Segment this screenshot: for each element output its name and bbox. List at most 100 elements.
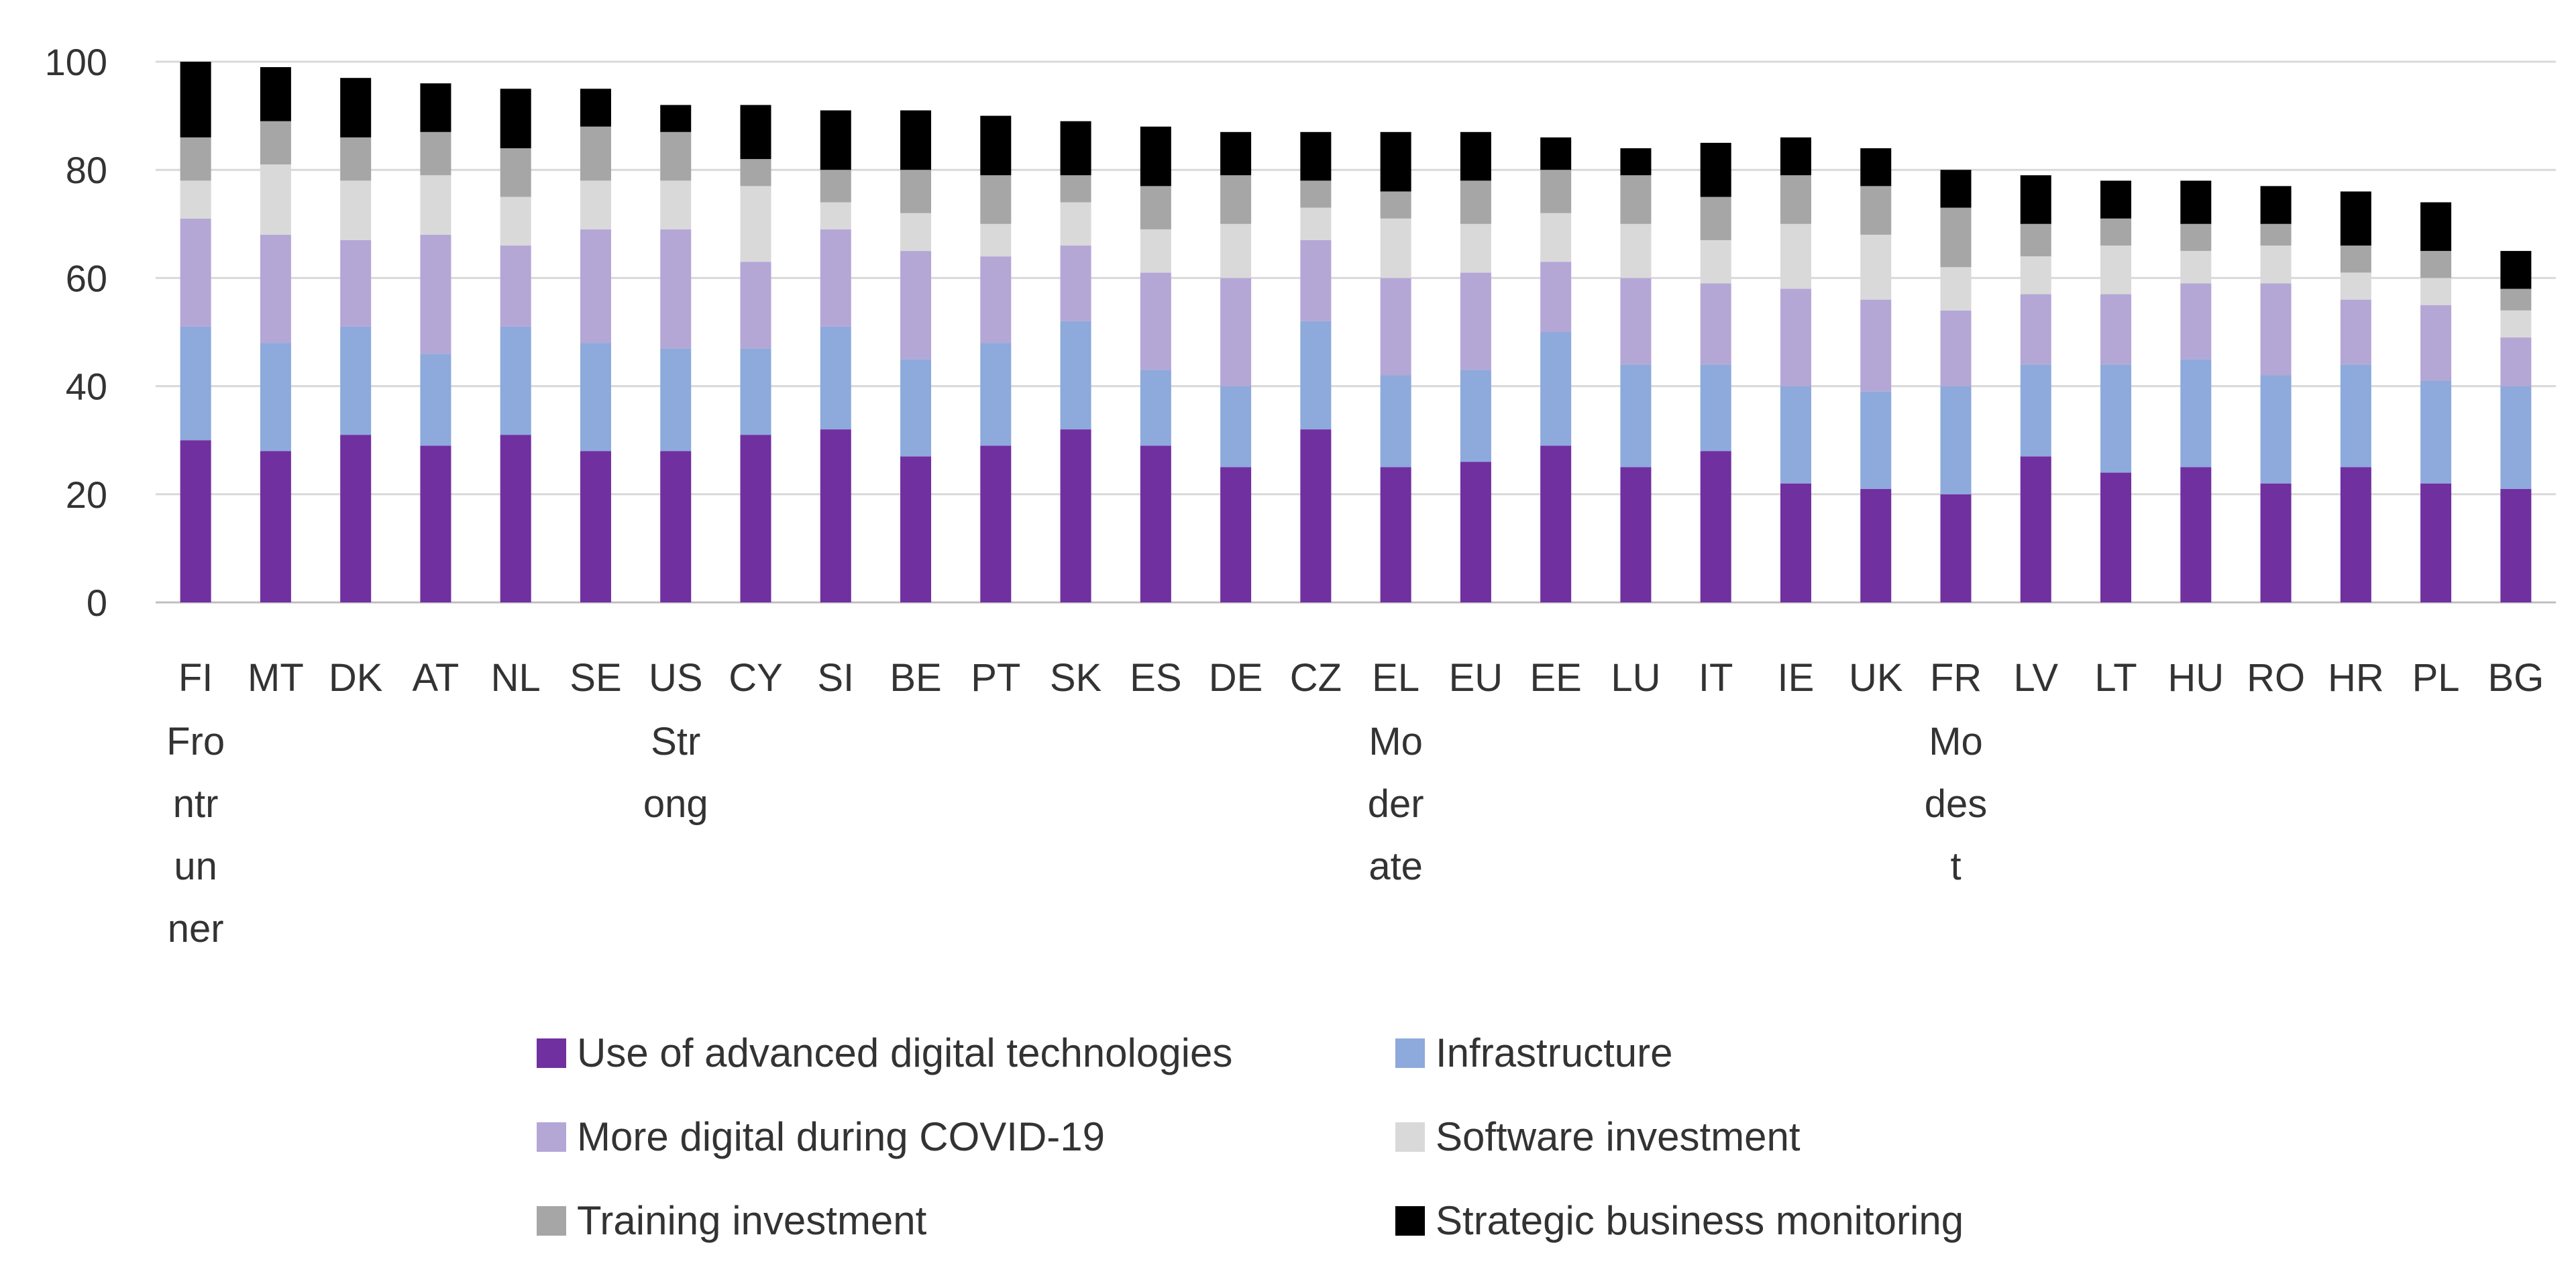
- bar-segment-DE-s1: [1220, 386, 1252, 468]
- bar-segment-IT-s2: [1700, 283, 1731, 365]
- bar-segment-EL-s3: [1380, 218, 1411, 278]
- bar-segment-LU-s3: [1620, 223, 1652, 278]
- bar-segment-LV-s3: [2020, 256, 2051, 294]
- bar-segment-EE-s4: [1540, 170, 1572, 213]
- legend-swatch: [537, 1122, 566, 1152]
- bar-segment-DK-s2: [340, 239, 372, 327]
- bar-segment-DE-s4: [1220, 175, 1252, 224]
- group-label-FR-line: Mo: [1929, 720, 1983, 763]
- bar-segment-US-s1: [660, 348, 692, 451]
- bar-segment-CY-s4: [740, 159, 771, 186]
- bar-segment-HR-s4: [2340, 246, 2371, 273]
- bar-segment-SK-s3: [1060, 202, 1091, 246]
- bar-segment-SE-s4: [580, 126, 611, 181]
- bar-segment-CY-s1: [740, 348, 771, 435]
- legend-swatch: [537, 1038, 566, 1068]
- bar-segment-IE-s1: [1780, 386, 1811, 484]
- bar-segment-RO-s2: [2260, 283, 2292, 376]
- x-tick-label: LT: [2094, 656, 2137, 700]
- bar-segment-CZ-s2: [1300, 239, 1332, 321]
- legend-label: Infrastructure: [1436, 1030, 1672, 1075]
- bar-segment-FR-s5: [1940, 170, 1972, 208]
- bar-segment-EE-s3: [1540, 213, 1572, 262]
- bar-stack-PT: [980, 115, 1012, 602]
- bar-segment-PT-s4: [980, 175, 1012, 224]
- bar-segment-EL-s2: [1380, 278, 1411, 376]
- bar-segment-BE-s5: [900, 110, 932, 170]
- x-tick-label: EU: [1449, 656, 1503, 700]
- bar-stack-SK: [1060, 121, 1091, 602]
- x-tick-label: SE: [570, 656, 621, 700]
- bar-segment-PL-s4: [2420, 251, 2452, 278]
- bar-segment-BE-s0: [900, 456, 932, 602]
- bar-segment-BE-s4: [900, 170, 932, 213]
- bar-segment-DE-s2: [1220, 278, 1252, 386]
- bar-segment-SI-s2: [820, 229, 851, 327]
- bar-segment-LV-s0: [2020, 456, 2051, 602]
- x-tick-label: UK: [1849, 656, 1903, 700]
- legend-label: Use of advanced digital technologies: [577, 1030, 1232, 1075]
- bar-segment-AT-s5: [420, 83, 451, 132]
- bar-segment-SE-s3: [580, 180, 611, 229]
- bar-stack-SI: [820, 110, 851, 602]
- x-tick-label: HR: [2328, 656, 2384, 700]
- bar-segment-FR-s1: [1940, 386, 1972, 494]
- bar-segment-PT-s5: [980, 115, 1012, 176]
- bar-stack-ES: [1140, 126, 1171, 602]
- group-label-EL-line: Mo: [1368, 720, 1423, 763]
- gridlines: [156, 60, 2556, 604]
- bar-segment-NL-s1: [500, 326, 531, 435]
- bar-segment-NL-s4: [500, 148, 531, 197]
- bar-segment-DK-s5: [340, 78, 372, 138]
- bar-segment-IT-s1: [1700, 364, 1731, 451]
- bar-segment-CY-s0: [740, 435, 771, 602]
- bar-segment-MT-s2: [260, 234, 291, 343]
- bar-segment-FR-s4: [1940, 207, 1972, 268]
- bar-segment-MT-s0: [260, 451, 291, 602]
- y-axis: 0 20 40 60 80 100: [45, 41, 107, 624]
- bars: [180, 62, 2532, 602]
- bar-segment-EE-s1: [1540, 332, 1572, 446]
- bar-stack-BG: [2500, 251, 2532, 602]
- bar-stack-FR: [1940, 170, 1972, 602]
- bar-segment-EU-s2: [1460, 272, 1491, 370]
- bar-segment-EE-s5: [1540, 137, 1572, 170]
- bar-segment-BG-s3: [2500, 310, 2532, 338]
- bar-segment-PL-s1: [2420, 380, 2452, 484]
- bar-segment-IT-s4: [1700, 197, 1731, 240]
- bar-segment-LT-s1: [2100, 364, 2132, 473]
- bar-stack-EU: [1460, 131, 1491, 602]
- legend-label: More digital during COVID-19: [577, 1114, 1105, 1159]
- bar-segment-IE-s0: [1780, 483, 1811, 602]
- bar-segment-FI-s2: [180, 218, 211, 327]
- group-label-EL-line: der: [1368, 782, 1424, 826]
- bar-segment-IE-s2: [1780, 288, 1811, 386]
- bar-segment-SE-s2: [580, 229, 611, 343]
- bar-segment-BE-s1: [900, 359, 932, 457]
- bar-segment-FI-s5: [180, 62, 211, 138]
- bar-segment-FR-s3: [1940, 267, 1972, 311]
- bar-segment-PT-s0: [980, 445, 1012, 602]
- bar-segment-EE-s2: [1540, 262, 1572, 332]
- x-tick-label: DK: [329, 656, 383, 700]
- bar-segment-SE-s1: [580, 343, 611, 451]
- bar-stack-IE: [1780, 137, 1811, 602]
- bar-segment-LU-s2: [1620, 278, 1652, 365]
- bar-segment-NL-s2: [500, 246, 531, 327]
- bar-segment-US-s0: [660, 451, 692, 602]
- bar-segment-ES-s4: [1140, 186, 1171, 229]
- x-tick-label: FR: [1930, 656, 1982, 700]
- x-tick-label: SI: [817, 656, 854, 700]
- bar-segment-SI-s4: [820, 170, 851, 203]
- bar-stack-RO: [2260, 186, 2292, 602]
- bar-segment-AT-s0: [420, 445, 451, 602]
- legend: Use of advanced digital technologies Infr…: [537, 1030, 1964, 1243]
- bar-segment-EU-s4: [1460, 180, 1491, 224]
- bar-segment-UK-s5: [1860, 148, 1892, 186]
- x-tick-label: CZ: [1290, 656, 1342, 700]
- bar-stack-DK: [340, 78, 372, 602]
- bar-segment-US-s3: [660, 180, 692, 229]
- bar-stack-EE: [1540, 137, 1572, 602]
- bar-segment-LU-s1: [1620, 364, 1652, 468]
